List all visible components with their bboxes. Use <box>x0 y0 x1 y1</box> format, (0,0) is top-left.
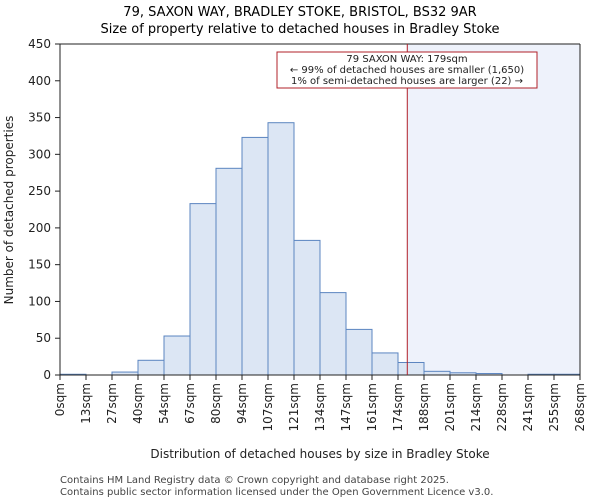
x-tick-label: 80sqm <box>209 383 223 424</box>
x-tick-label: 255sqm <box>547 383 561 431</box>
bar-54sqm <box>163 335 191 376</box>
y-tick-label: 450 <box>28 37 51 51</box>
y-axis-ticks: 0 50 100 150 200 250 300 350 400 450 <box>28 37 60 382</box>
x-tick-label: 40sqm <box>131 383 145 424</box>
bar-161sqm <box>371 352 399 376</box>
x-tick-label: 121sqm <box>287 383 301 431</box>
x-tick-label: 228sqm <box>495 383 509 431</box>
x-tick-label: 147sqm <box>339 383 353 431</box>
bar-174sqm <box>397 361 425 376</box>
y-tick-label: 200 <box>28 221 51 235</box>
x-tick-label: 201sqm <box>443 383 457 431</box>
footer-line-1: Contains HM Land Registry data © Crown c… <box>60 475 449 486</box>
x-tick-label: 94sqm <box>235 383 249 424</box>
bar-80sqm <box>215 167 243 376</box>
bar-121sqm <box>293 239 321 376</box>
y-tick-label: 100 <box>28 294 51 308</box>
y-tick-label: 50 <box>36 331 51 345</box>
bar-94sqm <box>241 136 269 376</box>
y-tick-label: 150 <box>28 258 51 272</box>
x-tick-label: 0sqm <box>53 383 67 416</box>
x-axis-ticks: 0sqm 13sqm 27sqm 40sqm 54sqm 67sqm 80sqm 94sqm 1… <box>53 375 587 431</box>
annotation-smaller: ← 99% of detached houses are smaller (1,… <box>290 65 524 76</box>
larger-region-highlight <box>407 44 580 375</box>
chart-subtitle: Size of property relative to detached ho… <box>100 22 499 37</box>
bars <box>59 122 581 376</box>
bar-67sqm <box>189 203 217 376</box>
annotation-larger: 1% of semi-detached houses are larger (2… <box>291 76 523 87</box>
x-tick-label: 27sqm <box>105 383 119 424</box>
y-tick-label: 0 <box>43 368 51 382</box>
x-tick-label: 268sqm <box>573 383 587 431</box>
x-tick-label: 134sqm <box>313 383 327 431</box>
bar-147sqm <box>345 328 373 376</box>
y-axis-label: Number of detached properties <box>2 116 16 305</box>
annotation-box <box>276 51 538 89</box>
bar-107sqm <box>267 122 295 376</box>
x-tick-label: 13sqm <box>79 383 93 424</box>
bar-40sqm <box>137 359 165 376</box>
y-tick-label: 300 <box>28 147 51 161</box>
bar-134sqm <box>319 292 347 376</box>
x-tick-label: 67sqm <box>183 383 197 424</box>
x-tick-label: 214sqm <box>469 383 483 431</box>
x-tick-label: 54sqm <box>157 383 171 424</box>
annotation-title: 79 SAXON WAY: 179sqm <box>346 54 467 65</box>
x-tick-label: 241sqm <box>521 383 535 431</box>
x-tick-label: 188sqm <box>417 383 431 431</box>
footer-line-2: Contains public sector information licen… <box>60 487 493 498</box>
x-axis-label: Distribution of detached houses by size … <box>150 447 489 461</box>
y-tick-label: 250 <box>28 184 51 198</box>
chart-title: 79, SAXON WAY, BRADLEY STOKE, BRISTOL, B… <box>123 5 476 20</box>
x-tick-label: 174sqm <box>391 383 405 431</box>
x-tick-label: 161sqm <box>365 383 379 431</box>
y-tick-label: 400 <box>28 74 51 88</box>
x-tick-label: 107sqm <box>261 383 275 431</box>
bar-188sqm <box>423 370 451 376</box>
y-tick-label: 350 <box>28 111 51 125</box>
